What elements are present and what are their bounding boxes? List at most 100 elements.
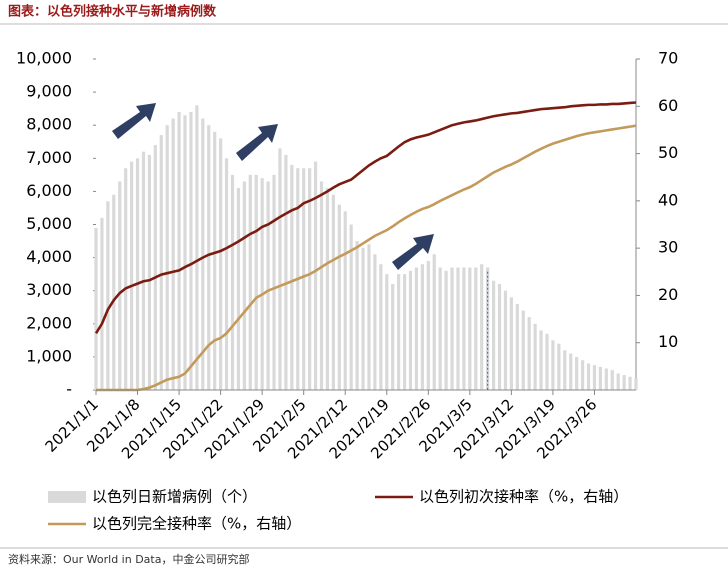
bar <box>302 168 306 390</box>
bar <box>230 174 235 390</box>
bar <box>628 376 632 390</box>
bar <box>515 303 519 390</box>
line <box>96 124 637 392</box>
legend-label: 以色列完全接种率（%，右轴） <box>92 515 301 533</box>
bar <box>616 373 620 390</box>
y-tick-label: 4,000 <box>26 247 72 266</box>
bar <box>444 270 448 390</box>
source: 资料来源：Our World in Data，中金公司研究部 <box>8 552 249 566</box>
bar <box>141 151 146 390</box>
chart-title: 图表：以色列接种水平与新增病例数 <box>8 4 217 20</box>
bar <box>521 310 525 390</box>
y-tick-label: 1,000 <box>26 346 72 365</box>
bar <box>284 154 288 390</box>
bar <box>569 353 573 390</box>
y-tick-label: 5,000 <box>26 214 72 233</box>
bar <box>563 350 567 390</box>
bar <box>438 267 442 390</box>
bar <box>491 280 496 390</box>
bar <box>308 168 312 390</box>
bar <box>236 188 241 390</box>
arrows <box>112 103 434 270</box>
bar <box>248 174 252 390</box>
bar <box>592 365 597 390</box>
bar <box>598 366 602 390</box>
bar <box>213 131 217 390</box>
bar <box>503 290 508 390</box>
bar <box>147 154 152 390</box>
bar <box>391 284 395 390</box>
bar <box>183 115 187 391</box>
bar <box>426 260 430 390</box>
bar <box>254 174 258 390</box>
bar <box>355 241 359 390</box>
bar <box>539 330 543 390</box>
bar <box>319 181 324 390</box>
bar <box>272 174 276 390</box>
bar <box>634 378 638 390</box>
y-tick-label: - <box>66 380 72 399</box>
bar <box>266 181 270 390</box>
bar <box>153 145 157 390</box>
bar <box>622 375 626 390</box>
y2-tick-label: 40 <box>658 190 678 209</box>
bar <box>349 224 353 390</box>
y-tick-label: 9,000 <box>26 82 72 101</box>
bar <box>551 340 555 390</box>
bar <box>462 267 466 390</box>
bar <box>432 254 436 390</box>
bar <box>313 161 318 390</box>
bar <box>130 161 134 390</box>
bar <box>219 138 223 390</box>
bar <box>106 201 110 390</box>
bar <box>118 181 122 390</box>
bar <box>420 264 424 390</box>
bar <box>278 148 282 390</box>
y2-tick-label: 30 <box>658 238 678 257</box>
bar <box>177 111 181 391</box>
y-tick-label: 3,000 <box>26 280 72 299</box>
y-tick-label: 6,000 <box>26 181 72 200</box>
bar <box>343 211 347 390</box>
bar <box>159 135 163 390</box>
bar <box>242 181 246 390</box>
plot: - 1,000 2,000 3,000 4,000 5,000 6,000 7,000 8,00… <box>16 49 678 533</box>
y2-tick-label: 50 <box>658 143 678 162</box>
bar <box>331 194 335 390</box>
bar <box>604 368 608 390</box>
bar <box>207 125 211 390</box>
bar <box>112 194 116 390</box>
bar <box>450 267 454 390</box>
bar <box>361 247 365 390</box>
y2-tick-label: 60 <box>658 96 678 115</box>
bar <box>201 118 205 390</box>
bar <box>290 164 294 390</box>
bar <box>610 370 614 390</box>
bar <box>135 158 140 390</box>
legend-label: 以色列初次接种率（%，右轴） <box>419 488 628 506</box>
bar <box>497 284 502 390</box>
bar <box>402 274 407 390</box>
y-tick-label: 7,000 <box>26 148 72 167</box>
bar <box>379 264 383 390</box>
bar <box>260 178 264 390</box>
y-tick-label: 8,000 <box>26 115 72 134</box>
bar <box>224 158 229 390</box>
bar <box>575 356 579 390</box>
bar <box>165 125 169 390</box>
bar <box>171 118 175 390</box>
bar <box>533 323 537 390</box>
bar <box>367 244 371 390</box>
bar <box>189 111 193 391</box>
bar <box>337 204 341 390</box>
bar <box>580 360 585 390</box>
bar <box>468 267 472 390</box>
bar <box>397 274 401 390</box>
bar <box>325 188 330 390</box>
bar <box>124 168 128 390</box>
legend-label: 以色列日新增病例（个） <box>92 488 257 506</box>
bar <box>195 105 199 390</box>
y2-tick-label: 10 <box>658 332 678 351</box>
bar <box>414 267 419 390</box>
